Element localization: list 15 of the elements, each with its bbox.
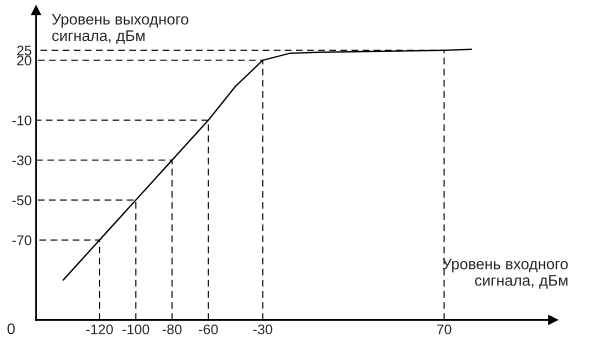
y-tick-label: 25 — [17, 46, 32, 56]
text: 0 — [7, 323, 15, 334]
x-axis-title: Уровень входного сигнала, дБм — [442, 258, 568, 289]
y-tick-label: 20 — [17, 56, 32, 66]
y-tick-label: -70 — [12, 235, 32, 246]
y-tick-label: -10 — [12, 116, 32, 126]
x-tick-label: -30 — [253, 324, 272, 334]
x-tick-label: -80 — [162, 324, 182, 334]
x-tick-label: -120 — [86, 324, 113, 334]
x-tick-label: -100 — [122, 324, 150, 334]
y-tick-label: -30 — [12, 155, 32, 166]
y-tick-label: -50 — [12, 195, 32, 206]
x-tick-label: 70 — [437, 324, 452, 334]
y-axis-title: Уровень выходного сигнала, дБм — [52, 14, 188, 44]
x-tick-label: -60 — [198, 324, 218, 334]
